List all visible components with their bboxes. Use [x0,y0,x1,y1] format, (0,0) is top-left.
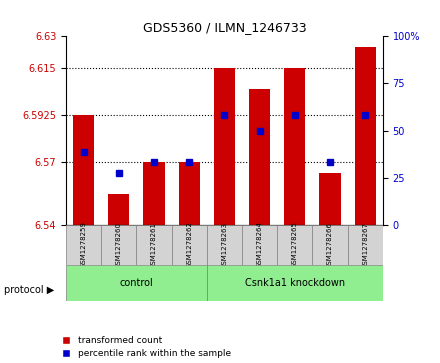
FancyBboxPatch shape [207,265,383,301]
Text: GSM1278260: GSM1278260 [116,221,122,269]
Bar [249,89,270,225]
FancyBboxPatch shape [312,225,348,265]
Text: control: control [120,278,153,288]
FancyBboxPatch shape [207,225,242,265]
Bar [214,68,235,225]
FancyBboxPatch shape [348,225,383,265]
FancyBboxPatch shape [172,225,207,265]
Bar [319,173,341,225]
Text: Csnk1a1 knockdown: Csnk1a1 knockdown [245,278,345,288]
Text: GSM1278264: GSM1278264 [257,221,263,269]
Text: GSM1278265: GSM1278265 [292,221,298,269]
Bar [143,162,165,225]
Bar [179,162,200,225]
Text: GSM1278259: GSM1278259 [81,221,87,269]
Legend: transformed count, percentile rank within the sample: transformed count, percentile rank withi… [57,336,231,359]
FancyBboxPatch shape [66,265,207,301]
Text: GSM1278263: GSM1278263 [221,221,227,269]
Text: GSM1278262: GSM1278262 [186,221,192,269]
Text: protocol ▶: protocol ▶ [4,285,55,295]
Title: GDS5360 / ILMN_1246733: GDS5360 / ILMN_1246733 [143,21,306,34]
FancyBboxPatch shape [101,225,136,265]
Bar [284,68,305,225]
Bar [73,115,94,225]
FancyBboxPatch shape [66,225,101,265]
Text: GSM1278267: GSM1278267 [362,221,368,269]
FancyBboxPatch shape [242,225,277,265]
Text: GSM1278266: GSM1278266 [327,221,333,269]
Bar [108,193,129,225]
Bar [355,47,376,225]
FancyBboxPatch shape [136,225,172,265]
FancyBboxPatch shape [277,225,312,265]
Text: GSM1278261: GSM1278261 [151,221,157,269]
